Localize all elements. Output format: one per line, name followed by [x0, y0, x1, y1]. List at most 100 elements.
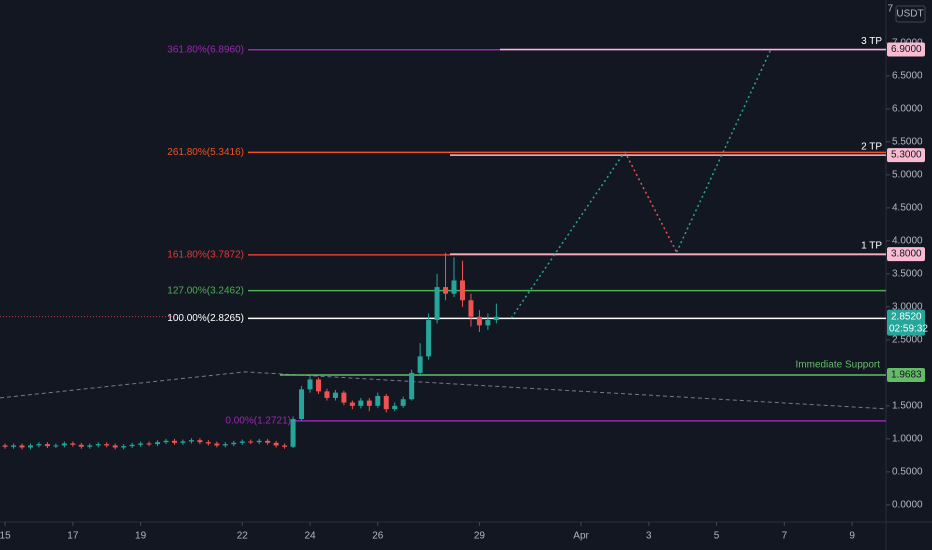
candle-body — [104, 444, 110, 446]
target-badge — [887, 42, 925, 57]
candle-body — [180, 441, 186, 443]
target-name: 3 TP — [861, 36, 882, 47]
target-badge-label: 3.8000 — [891, 249, 922, 260]
candle-body — [155, 442, 161, 445]
candle-body — [36, 444, 42, 446]
candle-body — [256, 440, 262, 443]
projection-segment — [624, 151, 678, 253]
candle-body — [95, 444, 101, 446]
candle-body — [231, 442, 237, 445]
candle-body — [222, 444, 228, 446]
candle-body — [138, 443, 144, 445]
candle-body — [248, 441, 254, 443]
support-badge-label: 1.9683 — [891, 370, 922, 381]
y-tick-label: 4.5000 — [892, 203, 923, 214]
currency-box — [895, 5, 926, 23]
candle-body — [121, 446, 127, 448]
fib-level-label: 361.80%(6.8960) — [167, 44, 244, 55]
fib-level-label: 161.80%(3.7872) — [167, 250, 244, 261]
candle-body — [324, 391, 330, 398]
candle-body — [163, 440, 169, 443]
x-tick-label: 7 — [782, 531, 788, 542]
trendline — [0, 371, 886, 410]
candle-body — [417, 356, 423, 373]
candle-body — [409, 372, 415, 400]
current-price-label: 2.8520 — [891, 311, 922, 322]
x-tick-label: Apr — [573, 531, 589, 542]
fib-level-label: 0.00%(1.2721) — [225, 416, 291, 427]
x-tick-label: 3 — [646, 531, 652, 542]
candle-body — [383, 395, 389, 410]
fib-level-label: 127.00%(3.2462) — [167, 285, 244, 296]
candle-body — [129, 444, 135, 447]
y-tick-label: 0.5000 — [892, 466, 923, 477]
candle-body — [400, 399, 406, 406]
x-tick-label: 19 — [135, 531, 147, 542]
candle-body — [332, 392, 338, 398]
target-name: 2 TP — [861, 142, 882, 153]
y-tick-label: 6.0000 — [892, 104, 923, 115]
y-tick-label: 2.5000 — [892, 335, 923, 346]
currency: USDT — [896, 9, 923, 20]
projection-segment — [510, 151, 626, 319]
candle-body — [205, 442, 211, 444]
x-tick-label: 26 — [372, 531, 384, 542]
candle-body — [443, 287, 449, 294]
candle-body — [188, 440, 194, 442]
candle-body — [307, 379, 313, 390]
candle-body — [299, 389, 305, 420]
candle-body — [341, 392, 347, 403]
y-tick-label: 3.0000 — [892, 302, 923, 313]
target-badge-label: 5.3000 — [891, 150, 922, 161]
candle-body — [171, 440, 177, 443]
scale-label: 7 — [887, 4, 893, 15]
y-tick-label: 1.0000 — [892, 433, 923, 444]
y-tick-label: 1.5000 — [892, 400, 923, 411]
candle-body — [459, 280, 465, 301]
x-tick-label: 24 — [304, 531, 316, 542]
candle-body — [53, 445, 59, 447]
x-tick-label: 29 — [474, 531, 486, 542]
x-tick-label: 15 — [0, 531, 11, 542]
candle-body — [27, 445, 33, 448]
candle-body — [282, 445, 288, 447]
candle-body — [485, 320, 491, 326]
candle-body — [78, 444, 84, 447]
current-price-badge — [887, 309, 925, 336]
fib-level-label: 100.00%(2.8265) — [167, 313, 244, 324]
candle-body — [11, 445, 17, 447]
candle-body — [375, 395, 381, 406]
candle-body — [358, 400, 364, 406]
candle-body — [392, 405, 398, 410]
candle-body — [290, 419, 296, 447]
candle-body — [19, 445, 25, 448]
support-badge — [887, 367, 925, 382]
target-badge-label: 6.9000 — [891, 44, 922, 55]
y-tick-label: 6.5000 — [892, 71, 923, 82]
target-name: 1 TP — [861, 241, 882, 252]
candle-body — [493, 316, 499, 321]
candle-body — [146, 443, 152, 445]
fib-level-label: 261.80%(5.3416) — [167, 147, 244, 158]
target-badge — [887, 247, 925, 262]
candle-body — [468, 300, 474, 317]
candle-body — [112, 445, 118, 448]
candle-body — [265, 440, 271, 443]
candle-body — [315, 379, 321, 392]
y-tick-label: 5.5000 — [892, 137, 923, 148]
y-tick-label: 0.0000 — [892, 499, 923, 510]
y-tick-label: 5.0000 — [892, 170, 923, 181]
candle-body — [197, 440, 203, 443]
candle-body — [366, 400, 372, 406]
target-badge — [887, 148, 925, 163]
x-tick-label: 5 — [714, 531, 720, 542]
candle-body — [70, 443, 76, 445]
candle-body — [476, 316, 482, 326]
y-tick-label: 3.5000 — [892, 269, 923, 280]
candle-body — [214, 443, 220, 446]
candle-body — [349, 402, 355, 406]
candle-body — [2, 445, 8, 447]
candle-body — [451, 280, 457, 294]
